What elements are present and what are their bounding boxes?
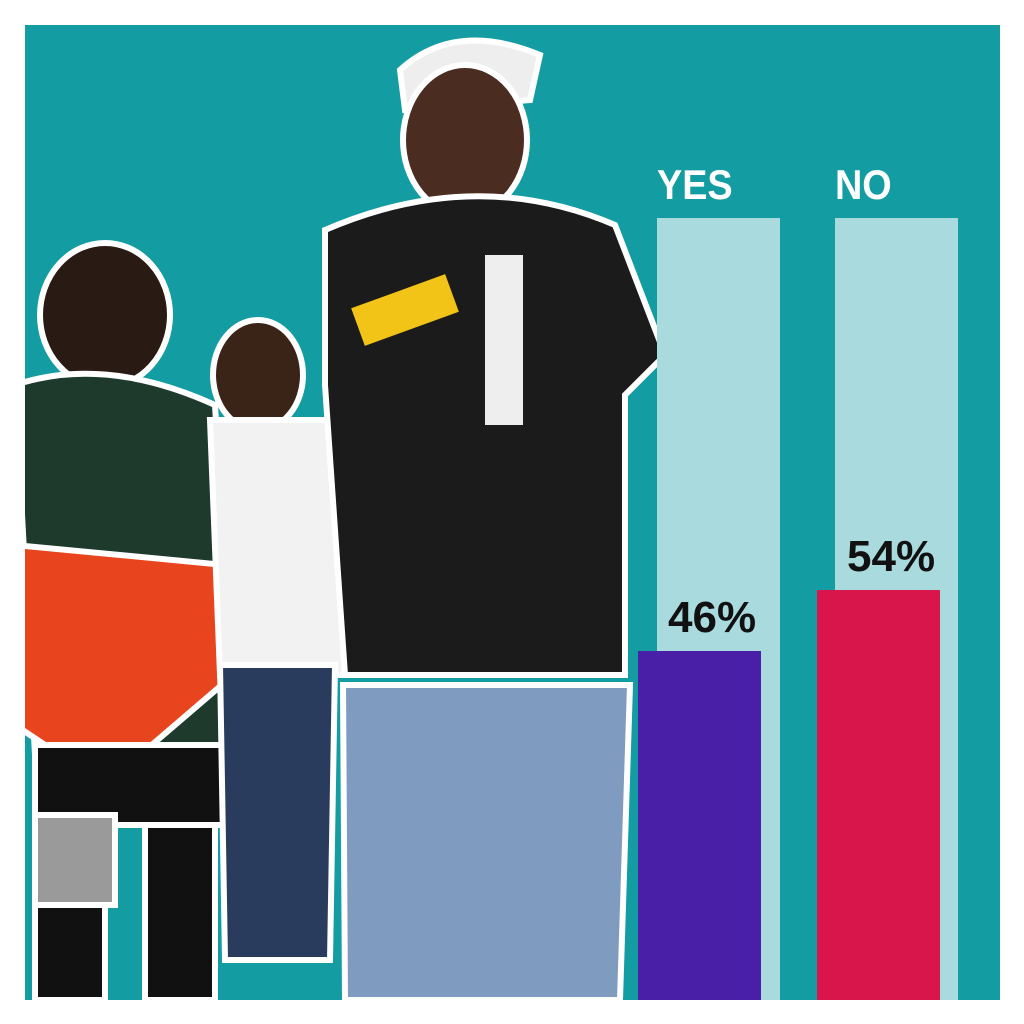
value-label-no: 54% <box>847 532 936 582</box>
man-in-jersey <box>322 37 665 1000</box>
category-label-no: NO <box>835 161 892 208</box>
bar-no <box>817 590 940 1000</box>
category-label-yes: YES <box>657 161 733 208</box>
woman-standing <box>206 317 348 963</box>
woman-on-phone <box>25 240 249 1000</box>
value-label-yes: 46% <box>668 592 757 642</box>
jersey-number <box>485 255 523 425</box>
bar-yes <box>638 650 761 1000</box>
chart-panel: YES NO 46% 54% <box>25 25 1000 1000</box>
jersey-stripe <box>351 274 459 346</box>
people-photo-collage <box>25 37 665 1000</box>
